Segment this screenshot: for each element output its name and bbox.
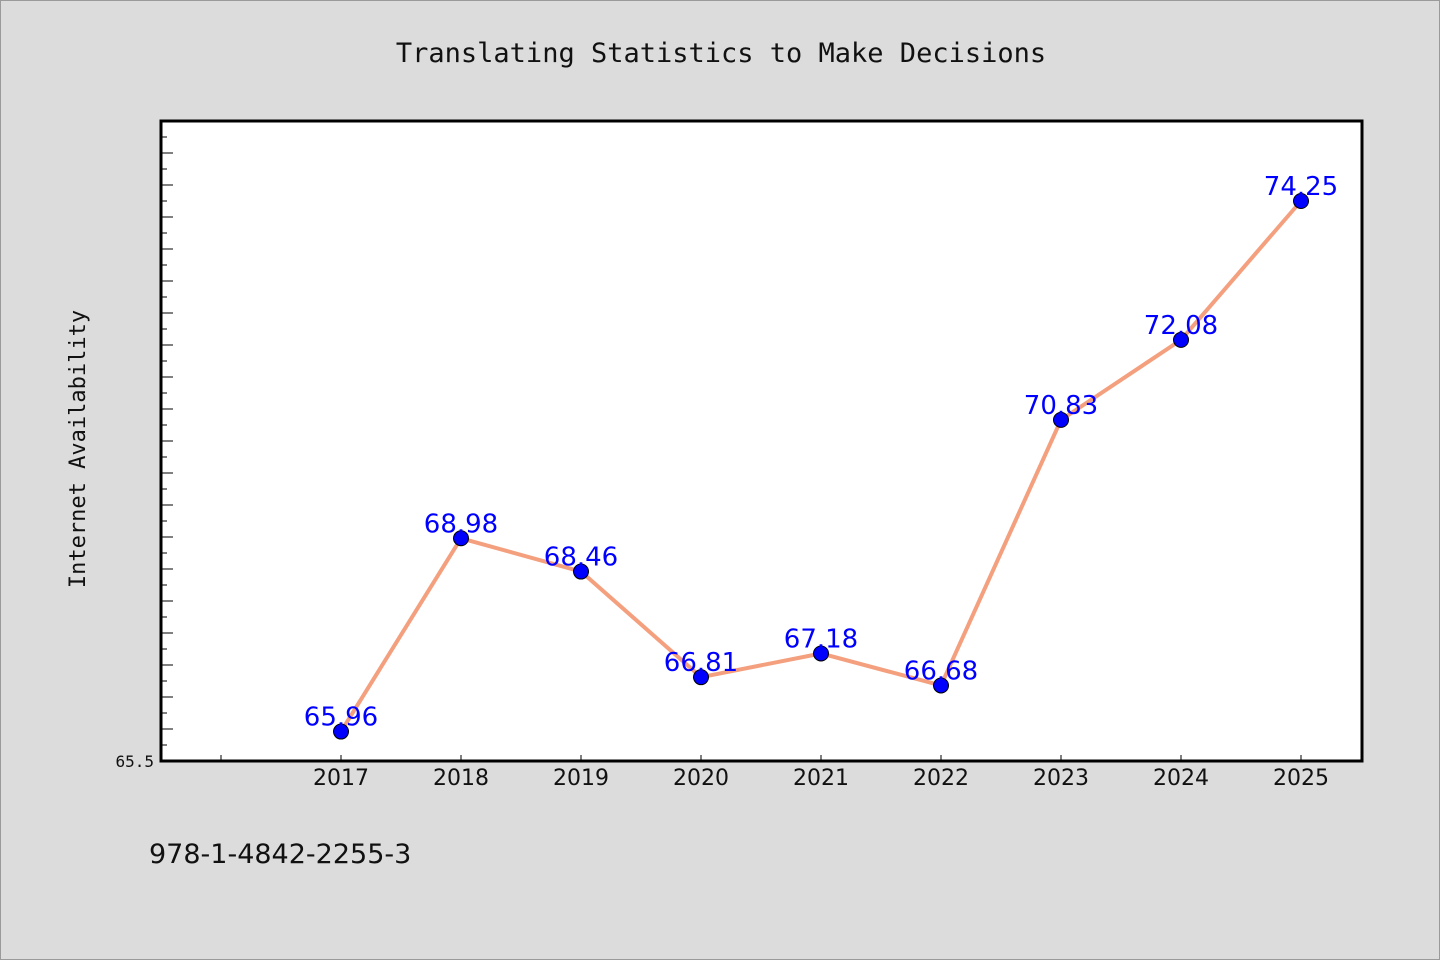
data-point-marker — [333, 723, 349, 740]
data-point-label: 68.98 — [424, 509, 498, 539]
data-point-marker — [1173, 331, 1189, 348]
data-point-label: 66.81 — [664, 648, 738, 678]
plot-area — [159, 119, 1364, 763]
x-axis-tick-label: 2024 — [1153, 766, 1209, 791]
data-point-marker — [453, 530, 469, 547]
x-axis-tick-label: 2019 — [553, 766, 609, 791]
data-point-label: 68.46 — [544, 543, 618, 573]
x-axis-tick-label: 2022 — [913, 766, 969, 791]
data-point-label: 66.68 — [904, 656, 978, 686]
y-axis-min-tick-label: 65.5 — [115, 752, 154, 771]
data-point-label: 67.18 — [784, 624, 858, 654]
data-point-marker — [693, 669, 709, 686]
data-point-label: 70.83 — [1024, 391, 1098, 421]
y-axis-label: Internet Availability — [66, 310, 91, 588]
x-axis-tick-label: 2025 — [1273, 766, 1329, 791]
x-axis-tick-label: 2023 — [1033, 766, 1089, 791]
data-point-marker — [813, 645, 829, 662]
x-axis-tick-label: 2021 — [793, 766, 849, 791]
x-axis-ticks — [220, 755, 1302, 761]
data-point-marker — [573, 563, 589, 580]
data-point-marker — [1053, 411, 1069, 428]
x-axis-tick-labels: 2017 2018 2019 2020 2021 2022 2023 2024 2025 — [313, 766, 1329, 791]
chart-title: Translating Statistics to Make Decisions — [396, 38, 1046, 69]
data-point-label: 74.25 — [1264, 172, 1338, 202]
footer-isbn: 978-1-4842-2255-3 — [149, 839, 411, 870]
data-point-label: 65.96 — [304, 703, 378, 733]
x-axis-tick-label: 2020 — [673, 766, 729, 791]
x-axis-tick-label: 2018 — [433, 766, 489, 791]
data-point-label: 72.08 — [1144, 311, 1218, 341]
x-axis-tick-label: 2017 — [313, 766, 369, 791]
data-point-marker — [1293, 193, 1309, 209]
data-labels: 65.96 68.98 68.46 66.81 67.18 66.68 70.83 72.08… — [304, 172, 1338, 733]
y-axis-ticks — [161, 120, 173, 762]
data-point-marker — [933, 677, 949, 694]
series-markers — [333, 193, 1309, 740]
